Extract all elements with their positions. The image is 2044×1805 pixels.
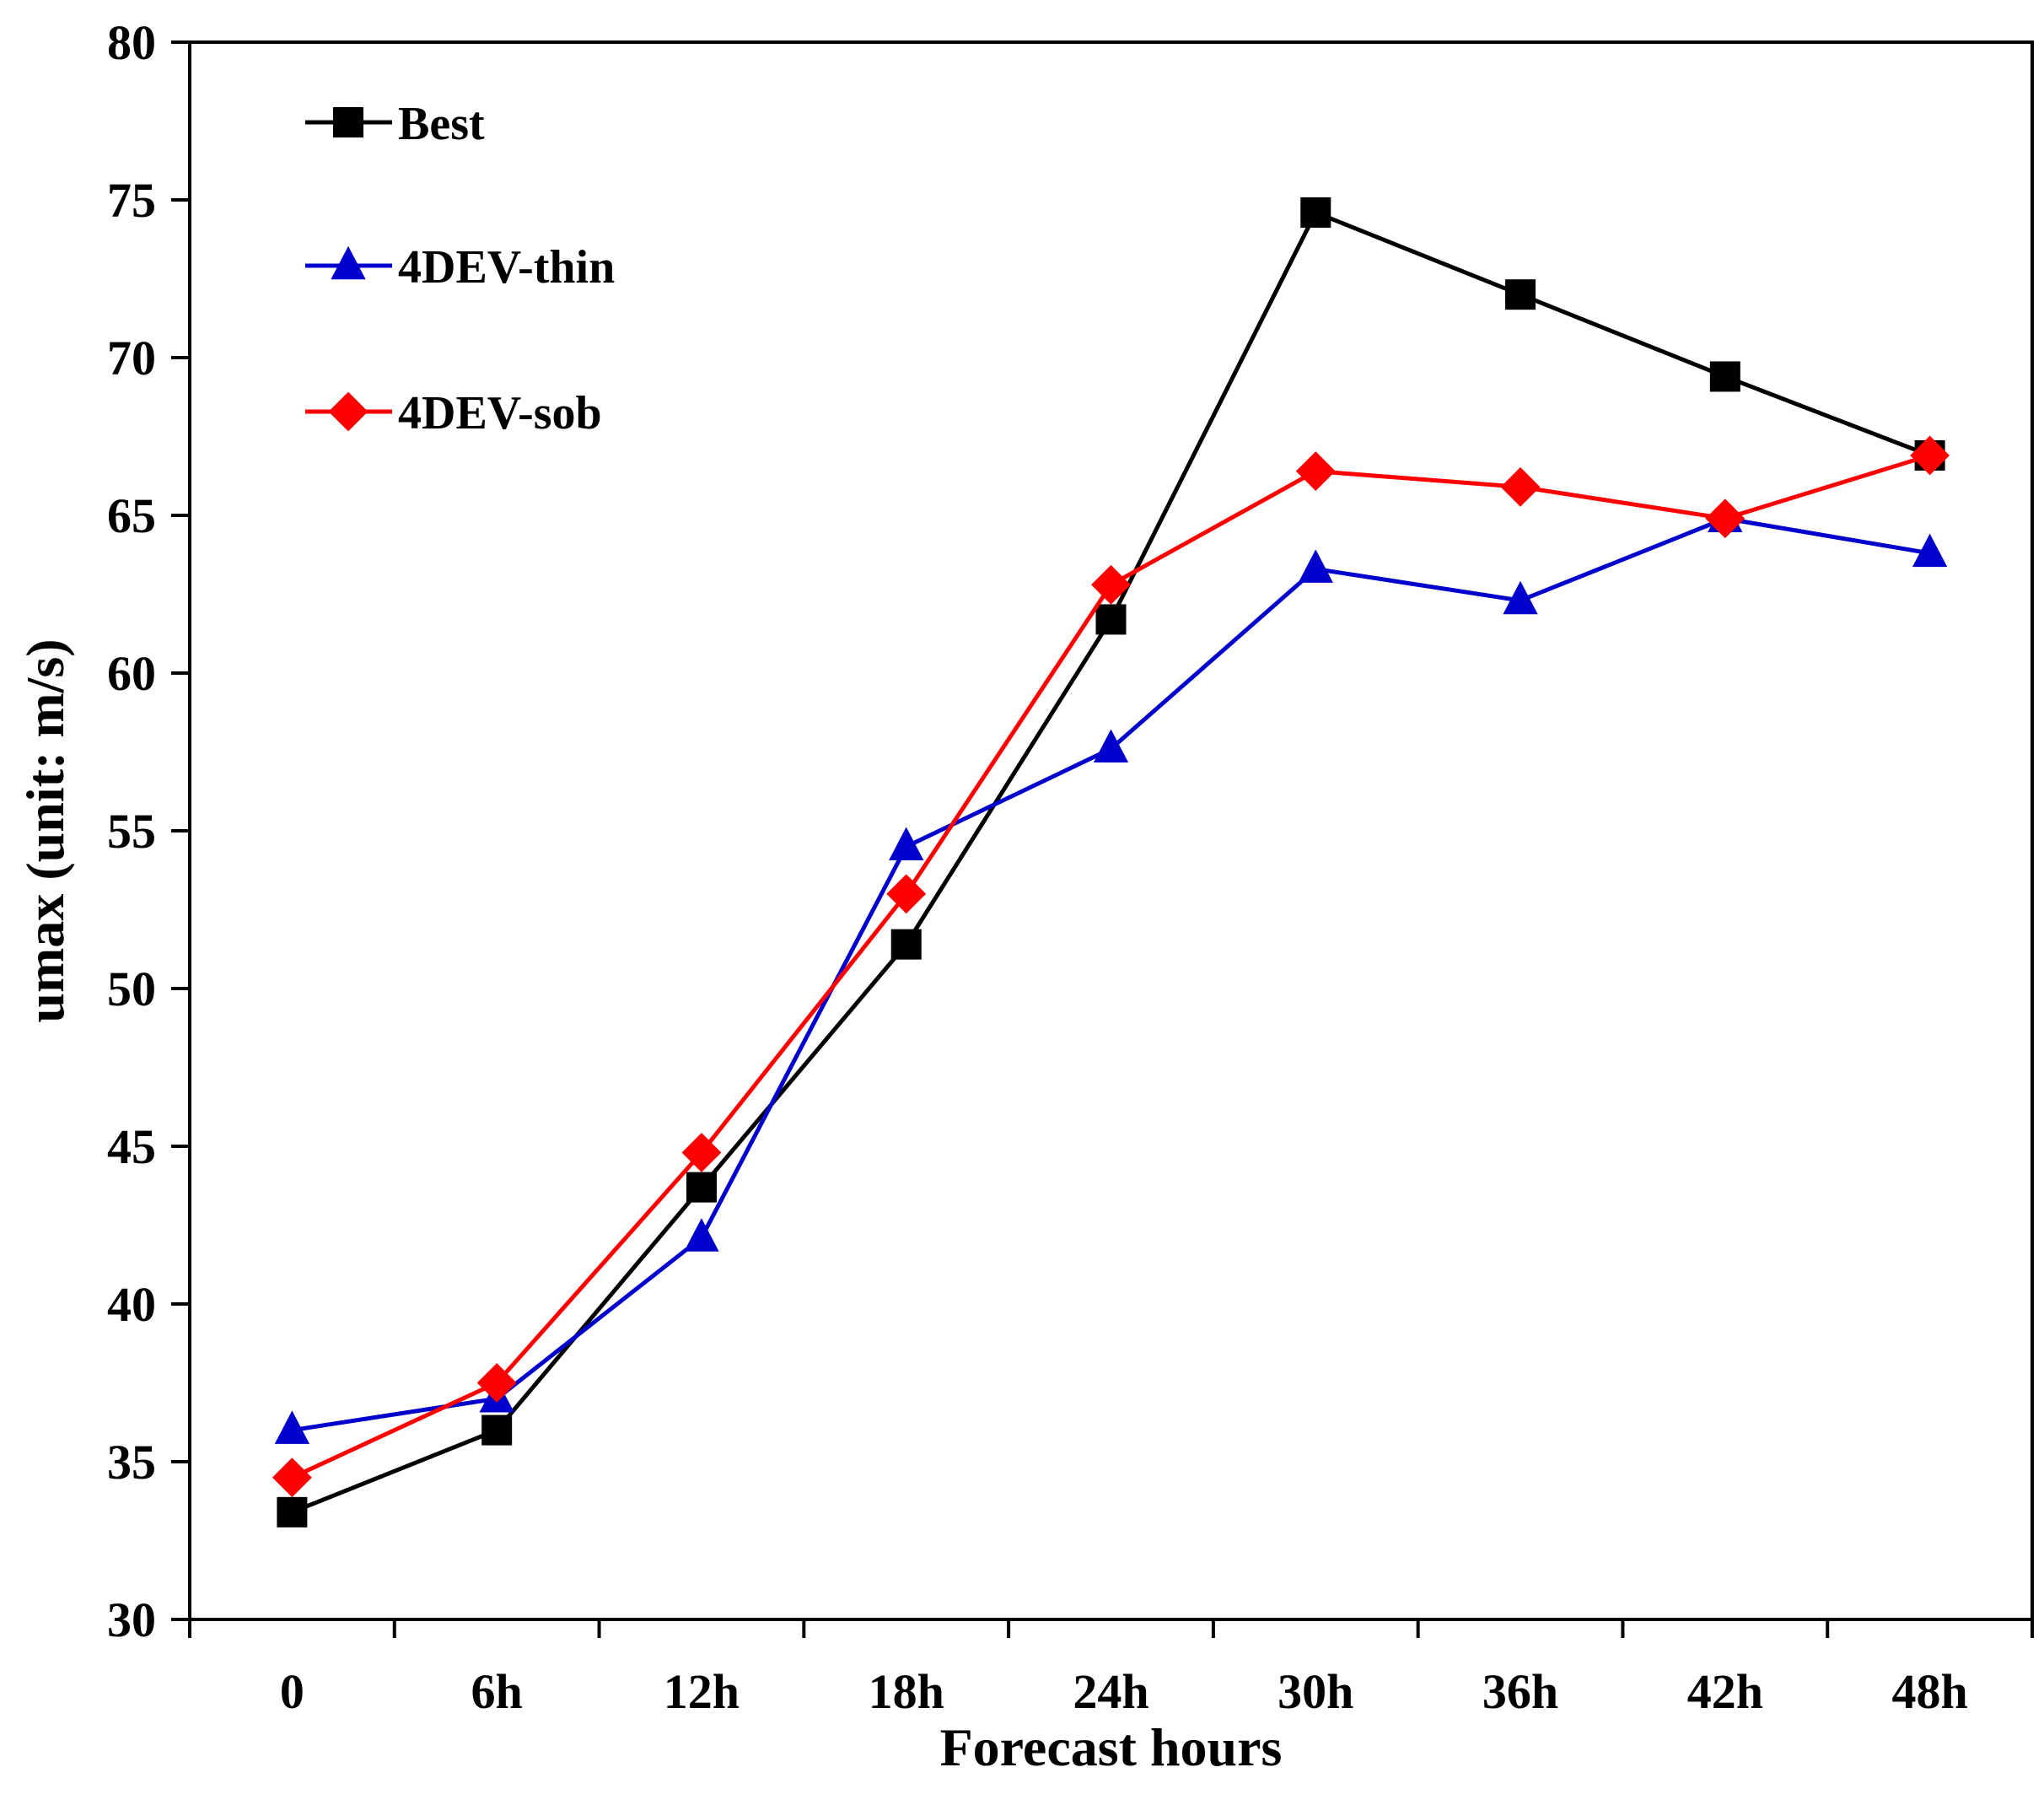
y-tick-label: 30 <box>107 1592 156 1647</box>
data-point-best <box>686 1172 717 1203</box>
data-point-4dev-thin <box>1503 580 1538 615</box>
x-tick-label: 12h <box>664 1664 740 1719</box>
series-line-4dev-thin <box>292 516 1931 1433</box>
legend-item-4dev-sob: 4DEV-sob <box>305 387 602 439</box>
data-point-4dev-thin <box>1912 533 1948 568</box>
series-layer <box>272 197 1950 1528</box>
y-tick-label: 45 <box>107 1119 156 1174</box>
data-point-4dev-thin <box>684 1218 719 1252</box>
legend-marker-4dev-thin <box>331 245 366 280</box>
data-point-4dev-thin <box>1093 729 1129 763</box>
data-point-best <box>1505 279 1536 310</box>
data-point-4dev-sob <box>272 1457 312 1498</box>
data-point-4dev-sob <box>1295 451 1336 492</box>
axes: 30 35 40 45 50 55 60 65 70 75 80 0 6h 12h 18h 24h 30h 36h… <box>107 15 2034 1719</box>
data-point-best <box>890 929 922 960</box>
data-point-4dev-sob <box>1091 564 1131 605</box>
data-point-best <box>481 1414 513 1446</box>
x-axis-title: Forecast hours <box>940 1717 1283 1777</box>
data-point-4dev-thin <box>274 1410 310 1444</box>
data-point-best <box>277 1496 308 1528</box>
data-point-4dev-sob <box>1500 466 1541 507</box>
data-point-best <box>1709 361 1740 392</box>
y-tick-label: 70 <box>107 331 156 385</box>
y-axis-title: umax (unit: m/s) <box>15 638 75 1022</box>
series-4dev-sob <box>272 435 1950 1498</box>
legend: Best 4DEV-thin 4DEV-sob <box>305 98 615 439</box>
data-point-4dev-sob <box>681 1133 722 1172</box>
data-point-4dev-sob <box>1910 435 1950 476</box>
legend-item-4dev-thin: 4DEV-thin <box>305 241 615 294</box>
y-tick-label: 65 <box>107 488 156 543</box>
legend-marker-4dev-sob <box>328 391 368 432</box>
y-tick-label: 55 <box>107 804 156 859</box>
x-tick-label: 18h <box>869 1664 944 1719</box>
x-tick-label: 6h <box>471 1664 523 1719</box>
y-tick-label: 80 <box>107 15 156 70</box>
y-tick-label: 50 <box>107 962 156 1016</box>
data-point-4dev-sob <box>476 1363 517 1403</box>
legend-label: 4DEV-sob <box>398 387 602 439</box>
data-point-best <box>1095 604 1127 635</box>
data-point-best <box>1300 197 1331 228</box>
legend-label: Best <box>398 98 485 150</box>
x-tick-label: 30h <box>1278 1664 1353 1719</box>
x-tick-label: 42h <box>1687 1664 1763 1719</box>
legend-item-best: Best <box>305 98 485 150</box>
series-4dev-thin <box>274 498 1948 1444</box>
x-tick-label: 0 <box>280 1664 304 1719</box>
legend-marker-best <box>333 107 363 137</box>
x-tick-label: 36h <box>1482 1664 1558 1719</box>
data-point-4dev-thin <box>1298 549 1333 583</box>
x-tick-label: 24h <box>1073 1664 1148 1719</box>
y-tick-label: 75 <box>107 173 156 228</box>
data-point-4dev-sob <box>1705 498 1745 539</box>
y-tick-label: 40 <box>107 1277 156 1332</box>
y-tick-label: 35 <box>107 1435 156 1490</box>
x-tick-label: 48h <box>1891 1664 1967 1719</box>
data-point-4dev-thin <box>889 827 924 860</box>
data-point-4dev-sob <box>886 874 927 914</box>
y-tick-label: 60 <box>107 646 156 701</box>
legend-label: 4DEV-thin <box>398 241 615 294</box>
